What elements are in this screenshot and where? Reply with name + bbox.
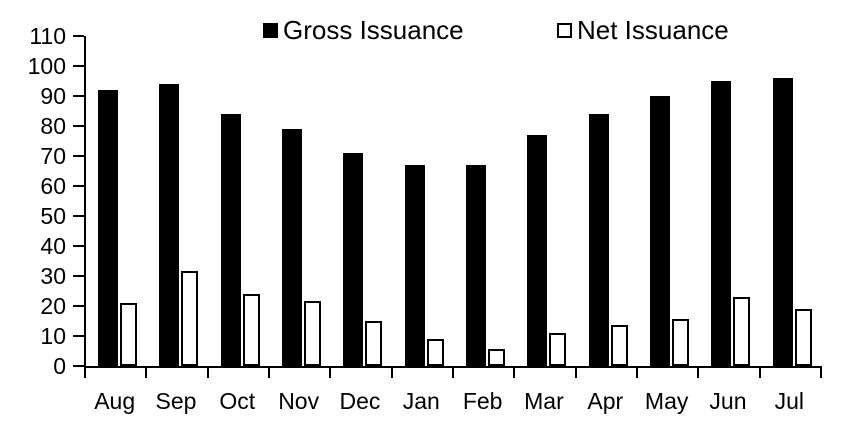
bar-gross-sep xyxy=(159,84,179,366)
x-axis-tick xyxy=(329,366,331,378)
x-axis-tick xyxy=(145,366,147,378)
bar-net-apr xyxy=(611,325,628,366)
y-axis-tick xyxy=(73,35,84,37)
y-axis-tick-label: 50 xyxy=(40,203,66,229)
y-axis-tick-label: 0 xyxy=(53,353,66,379)
bar-gross-dec xyxy=(343,153,363,366)
x-axis-tick xyxy=(391,366,393,378)
legend-label-net-issuance: Net Issuance xyxy=(577,15,729,45)
bar-net-may xyxy=(672,319,689,366)
bar-gross-jan xyxy=(405,165,425,366)
legend-item-net-issuance: Net Issuance xyxy=(557,14,729,46)
x-axis-tick xyxy=(575,366,577,378)
bar-gross-feb xyxy=(466,165,486,366)
y-axis-tick-label: 40 xyxy=(40,233,66,259)
y-axis-tick xyxy=(73,245,84,247)
bar-net-nov xyxy=(304,301,321,366)
y-axis-tick xyxy=(73,95,84,97)
bar-net-feb xyxy=(488,349,505,366)
y-axis-tick-label: 100 xyxy=(27,53,66,79)
y-axis-tick-label: 30 xyxy=(40,263,66,289)
legend-label-gross-issuance: Gross Issuance xyxy=(283,15,464,45)
x-axis-tick xyxy=(513,366,515,378)
x-axis-tick-label: Sep xyxy=(155,388,197,414)
x-axis-tick xyxy=(84,366,86,378)
x-axis-tick xyxy=(820,366,822,378)
net-issuance-swatch-icon xyxy=(557,22,572,38)
x-axis-tick-label: Mar xyxy=(524,388,564,414)
bar-net-oct xyxy=(243,294,260,366)
y-axis-tick-label: 60 xyxy=(40,173,66,199)
x-axis-tick-label: Jul xyxy=(774,388,804,414)
y-axis-tick xyxy=(73,365,84,367)
y-axis-tick-label: 70 xyxy=(40,143,66,169)
y-axis-tick xyxy=(73,335,84,337)
y-axis-tick-label: 20 xyxy=(40,293,66,319)
x-axis-tick-label: Aug xyxy=(94,388,136,414)
bar-net-sep xyxy=(181,271,198,366)
x-axis-tick xyxy=(759,366,761,378)
bar-net-aug xyxy=(120,303,137,366)
bar-gross-may xyxy=(650,96,670,366)
y-axis-tick xyxy=(73,185,84,187)
x-axis-tick xyxy=(636,366,638,378)
x-axis-tick xyxy=(207,366,209,378)
bar-gross-mar xyxy=(527,135,547,366)
x-axis-tick-label: Apr xyxy=(587,388,624,414)
legend-item-gross-issuance: Gross Issuance xyxy=(263,14,464,46)
x-axis-tick-label: Jun xyxy=(709,388,747,414)
bar-net-jul xyxy=(795,309,812,366)
x-axis-tick-label: Dec xyxy=(339,388,381,414)
x-axis-tick-label: Oct xyxy=(219,388,256,414)
y-axis-tick-label: 90 xyxy=(40,83,66,109)
y-axis-tick xyxy=(73,275,84,277)
bar-gross-aug xyxy=(98,90,118,366)
bar-net-mar xyxy=(549,333,566,366)
y-axis-tick-label: 110 xyxy=(29,23,66,49)
y-axis-tick xyxy=(73,215,84,217)
x-axis-tick-label: May xyxy=(644,388,689,414)
bar-net-jun xyxy=(733,297,750,366)
bar-gross-jun xyxy=(711,81,731,366)
bar-net-dec xyxy=(365,321,382,366)
x-axis-tick-label: Feb xyxy=(462,388,503,414)
bar-gross-oct xyxy=(221,114,241,366)
x-axis-tick xyxy=(452,366,454,378)
y-axis-tick xyxy=(73,305,84,307)
y-axis-line xyxy=(84,36,86,368)
bar-gross-jul xyxy=(773,78,793,366)
y-axis-tick xyxy=(73,65,84,67)
x-axis-tick xyxy=(697,366,699,378)
bar-net-jan xyxy=(427,339,444,366)
y-axis-tick-label: 80 xyxy=(40,113,66,139)
x-axis-tick-label: Jan xyxy=(402,388,440,414)
bar-gross-apr xyxy=(589,114,609,366)
y-axis-tick xyxy=(73,125,84,127)
gross-issuance-swatch-icon xyxy=(263,22,278,38)
y-axis-tick xyxy=(73,155,84,157)
x-axis-tick xyxy=(268,366,270,378)
x-axis-tick-label: Nov xyxy=(278,388,320,414)
bar-gross-nov xyxy=(282,129,302,366)
y-axis-tick-label: 10 xyxy=(40,323,66,349)
